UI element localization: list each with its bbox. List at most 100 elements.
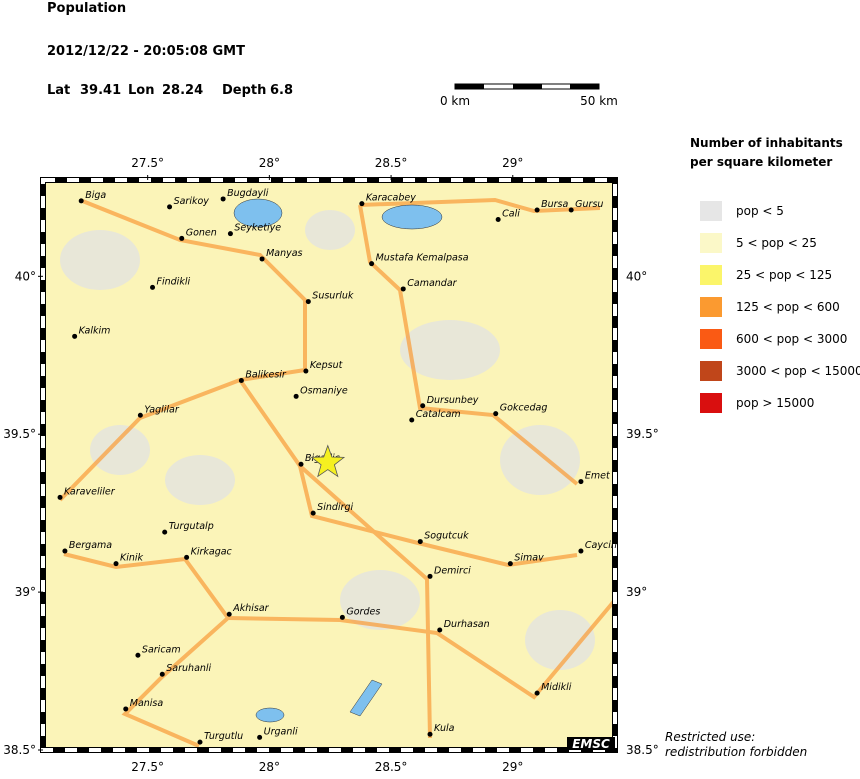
city-label: Bursa <box>541 199 568 210</box>
city-dot <box>495 216 501 222</box>
city-dot <box>220 196 226 202</box>
city-label: Findikli <box>157 276 191 287</box>
lat-label: Lat <box>47 83 70 98</box>
legend-swatch <box>700 297 722 317</box>
y-tick-label: 40° <box>626 269 647 283</box>
city-dot <box>184 554 190 560</box>
legend-swatch <box>700 265 722 285</box>
city-label: Sarikoy <box>174 196 210 207</box>
city-label: Saruhanli <box>166 663 211 674</box>
city-label: Midikli <box>541 682 572 693</box>
city-label: Kepsut <box>310 360 344 371</box>
city-label: Biga <box>85 190 106 201</box>
legend-swatch <box>700 361 722 381</box>
depth-value: 6.8 <box>270 83 293 98</box>
lon-label: Lon <box>128 83 154 98</box>
notice: Restricted use: <box>665 730 755 744</box>
city-label: Urganli <box>264 726 298 737</box>
legend-label: 125 < pop < 600 <box>736 300 840 314</box>
city-dot <box>62 548 68 554</box>
legend-swatch <box>700 329 722 349</box>
city-label: Gonen <box>186 227 217 238</box>
city-dot <box>578 548 584 554</box>
city-dot <box>135 652 141 658</box>
city-dot <box>400 286 406 292</box>
title: Population <box>47 1 126 16</box>
city-label: Cali <box>502 208 520 219</box>
logo: EMSC <box>572 737 610 751</box>
city-dot <box>257 734 263 740</box>
legend-swatch <box>700 393 722 413</box>
notice: redistribution forbidden <box>665 745 807 759</box>
logo-box <box>567 737 615 750</box>
city-label: Kula <box>434 723 455 734</box>
legend-title: Number of inhabitants <box>690 136 843 150</box>
city-dot <box>162 529 168 535</box>
city-label: Demirci <box>434 565 471 576</box>
x-tick-label: 28.5° <box>375 156 408 170</box>
city-dot <box>259 256 265 262</box>
city-label: Simav <box>514 553 544 564</box>
city-label: Kalkim <box>79 325 111 336</box>
city-dot <box>427 731 433 737</box>
city-label: Saricam <box>142 644 181 655</box>
x-tick-label: 27.5° <box>131 760 164 774</box>
legend-swatch <box>700 233 722 253</box>
y-tick-label: 39° <box>626 585 647 599</box>
city-label: Camandar <box>407 278 457 289</box>
city-dot <box>167 204 173 210</box>
city-label: Kirkagac <box>191 546 233 557</box>
city-dot <box>57 494 63 500</box>
city-label: Gordes <box>346 606 380 617</box>
depth-label: Depth <box>222 83 266 98</box>
city-dot <box>123 706 129 712</box>
legend-label: 3000 < pop < 15000 <box>736 364 860 378</box>
city-dot <box>437 627 443 633</box>
city-label: Susurluk <box>312 291 354 302</box>
city-dot <box>409 417 415 423</box>
city-dot <box>197 739 203 745</box>
lat-value: 39.41 <box>80 83 121 98</box>
legend-label: pop > 15000 <box>736 396 814 410</box>
x-tick-label: 27.5° <box>131 156 164 170</box>
scale-bar <box>454 83 600 90</box>
y-tick-label: 38.5° <box>3 743 36 757</box>
y-tick-label: 39.5° <box>626 427 659 441</box>
lakes <box>233 198 443 723</box>
city-dot <box>238 378 244 384</box>
datetime: 2012/12/22 - 20:05:08 GMT <box>47 44 245 59</box>
city-dot <box>72 333 78 339</box>
legend-title: per square kilometer <box>690 155 832 169</box>
city-label: Yaglilar <box>144 404 180 415</box>
city-dot <box>227 231 233 237</box>
city-dot <box>298 461 304 467</box>
scale-end: 50 km <box>580 94 618 108</box>
city-dot <box>293 393 299 399</box>
legend-label: 5 < pop < 25 <box>736 236 817 250</box>
city-label: Kinik <box>120 553 144 564</box>
city-label: Karaveliler <box>64 486 116 497</box>
city-dot <box>417 539 423 545</box>
city-label: Bergama <box>69 540 112 551</box>
legend-swatch <box>700 201 722 221</box>
map: EMSC Biga Sarikoy Bugdayli Gonen Seyketiye Ma… <box>40 177 618 753</box>
city-label: Akhisar <box>232 603 269 614</box>
x-tick-label: 28° <box>259 156 280 170</box>
sparse-areas <box>60 210 595 670</box>
city-dot <box>534 207 540 213</box>
city-dot <box>78 198 84 204</box>
city-dot <box>359 201 365 207</box>
frame-checker <box>41 178 617 752</box>
city-dot <box>137 412 143 418</box>
legend-label: 600 < pop < 3000 <box>736 332 847 346</box>
city-label: Bugdayli <box>227 188 269 199</box>
city-dot <box>113 561 119 567</box>
city-label: Gokcedag <box>500 403 548 414</box>
city-dot <box>179 235 185 241</box>
x-tick-label: 29° <box>502 156 523 170</box>
city-dot <box>507 561 513 567</box>
city-dot <box>369 261 375 267</box>
city-dot <box>303 368 309 374</box>
lon-value: 28.24 <box>162 83 203 98</box>
